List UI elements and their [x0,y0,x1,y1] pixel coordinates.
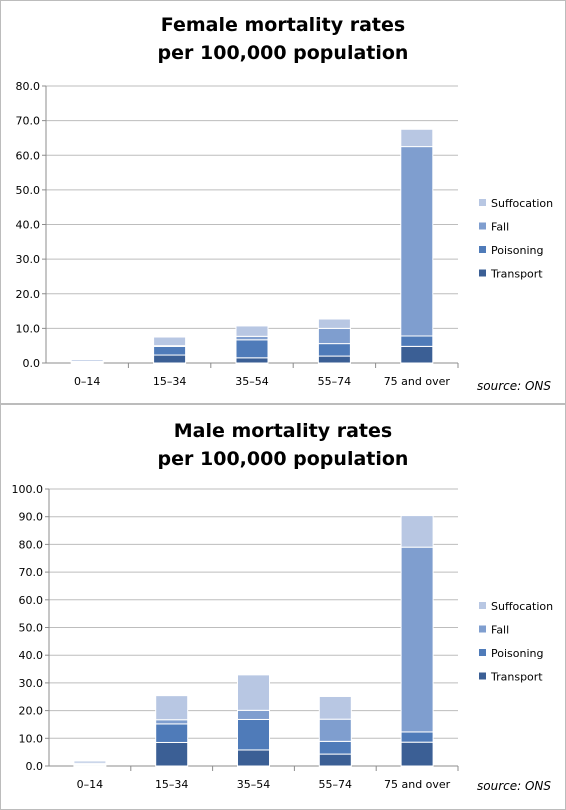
male-bar-transport [318,753,352,767]
female-legend-swatch-poisoning [479,246,486,253]
female-bar-fall [235,335,269,341]
female-title-line-1: Female mortality rates [160,14,406,36]
female-y-tick-label: 10.0 [16,322,41,335]
male-y-tick-label: 60.0 [19,594,44,607]
male-bar-suffocation [73,760,107,764]
female-legend-swatch-suffocation [479,199,486,206]
male-x-tick-label: 55–74 [319,778,353,791]
female-chart-title: Female mortality rates per 100,000 popul… [1,11,565,67]
female-y-tick-label: 20.0 [16,288,41,301]
female-bar-transport [400,345,434,364]
male-legend-label-transport: Transport [490,671,543,684]
male-x-tick-label: 15–34 [155,778,189,791]
female-x-tick-label: 15–34 [153,375,187,388]
female-bar-suffocation [317,318,351,329]
male-x-tick-label: 75 and over [384,778,451,791]
female-bar-transport [235,357,269,364]
male-bar-fall [400,546,434,733]
female-chart-panel: Female mortality rates per 100,000 popul… [0,0,566,404]
male-y-tick-label: 100.0 [12,483,44,496]
male-y-tick-label: 70.0 [19,566,44,579]
male-source-note: source: ONS [477,779,552,793]
male-legend-swatch-fall [479,625,486,633]
female-y-tick-label: 0.0 [23,357,41,370]
female-bar-suffocation [153,336,187,347]
female-bar-poisoning [400,335,434,347]
male-bar-suffocation [400,515,434,548]
female-bar-fall [317,327,351,345]
male-legend-swatch-poisoning [479,649,486,656]
female-y-tick-label: 80.0 [16,80,41,93]
male-y-tick-label: 50.0 [19,622,44,635]
male-title-line-2: per 100,000 population [157,448,409,470]
male-bar-poisoning [237,718,270,751]
male-legend-label-fall: Fall [491,624,509,637]
female-bar-poisoning [317,343,351,357]
female-x-tick-label: 0–14 [74,375,101,388]
male-x-tick-label: 35–54 [237,778,271,791]
male-y-tick-label: 10.0 [19,732,44,745]
female-legend-label-poisoning: Poisoning [491,244,543,257]
male-bar-suffocation [155,695,189,721]
female-x-tick-label: 55–74 [318,375,352,388]
female-title-line-2: per 100,000 population [157,42,409,64]
male-bar-transport [237,749,270,767]
male-bar-fall [237,709,270,720]
male-bar-suffocation [237,674,270,711]
female-bar-poisoning [153,345,187,356]
female-y-tick-label: 60.0 [16,149,41,162]
male-legend-label-suffocation: Suffocation [491,600,553,613]
male-legend-label-poisoning: Poisoning [491,647,543,660]
female-legend-swatch-fall [479,222,486,230]
female-bar-poisoning [235,339,269,359]
female-bar-transport [153,354,187,364]
male-title-line-1: Male mortality rates [173,420,393,442]
male-legend-swatch-transport [479,672,486,680]
male-x-tick-label: 0–14 [77,778,104,791]
male-bar-transport [400,741,434,767]
female-legend-label-suffocation: Suffocation [491,197,553,210]
female-bar-suffocation [235,325,269,337]
female-bar-suffocation [70,359,104,362]
male-y-tick-label: 20.0 [19,705,44,718]
male-legend-swatch-suffocation [479,602,486,609]
male-bar-poisoning [318,740,352,755]
female-source-note: source: ONS [477,379,552,393]
female-y-tick-label: 40.0 [16,219,41,232]
female-legend-swatch-transport [479,269,486,277]
female-x-tick-label: 75 and over [384,375,451,388]
male-bar-transport [155,741,189,767]
male-y-tick-label: 90.0 [19,511,44,524]
female-y-tick-label: 30.0 [16,253,41,266]
male-bar-fall [318,718,352,742]
female-chart-plot: 0.0 10.0 20.0 30.0 40.0 50.0 60.0 70.0 80.0 0–14 1… [16,80,554,388]
male-y-tick-label: 80.0 [19,538,44,551]
male-bar-poisoning [400,731,434,743]
female-y-tick-label: 50.0 [16,184,41,197]
male-bar-fall [155,719,189,725]
female-legend-label-transport: Transport [490,268,543,281]
female-legend-label-fall: Fall [491,221,509,234]
female-y-tick-label: 70.0 [16,115,41,128]
male-chart-title: Male mortality rates per 100,000 populat… [1,417,565,473]
male-y-tick-label: 0.0 [26,760,44,773]
male-y-tick-label: 30.0 [19,677,44,690]
male-chart-plot: 0.0 10.0 20.0 30.0 40.0 50.0 60.0 70.0 80.0 90.0 1… [12,483,554,791]
male-bar-poisoning [155,723,189,743]
male-y-tick-label: 40.0 [19,649,44,662]
male-bar-suffocation [318,695,352,720]
female-bar-suffocation [400,128,434,148]
female-bar-transport [317,355,351,364]
female-x-tick-label: 35–54 [235,375,269,388]
male-chart-panel: Male mortality rates per 100,000 populat… [0,404,566,810]
female-bar-fall [400,146,434,337]
